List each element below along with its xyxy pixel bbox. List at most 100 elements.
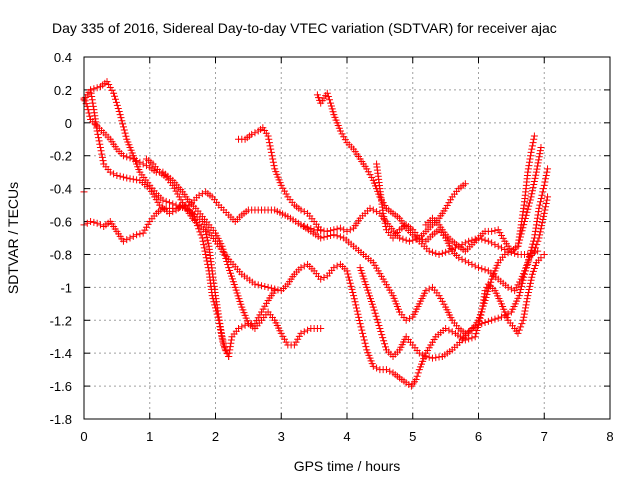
data-point: [523, 295, 531, 303]
data-point: [197, 231, 205, 239]
data-point: [465, 335, 473, 343]
data-point: [359, 329, 367, 337]
data-point: [475, 264, 482, 272]
data-point: [123, 174, 131, 182]
data-point: [369, 206, 377, 214]
data-point: [523, 298, 531, 306]
data-point: [544, 193, 552, 201]
data-point: [537, 144, 545, 151]
data-point: [544, 165, 552, 173]
data-point: [225, 352, 233, 360]
data-point: [541, 178, 549, 186]
data-point: [521, 307, 529, 315]
data-point: [488, 316, 496, 324]
data-point: [445, 199, 453, 207]
data-point: [536, 198, 544, 206]
data-markers: [80, 78, 552, 390]
data-point: [525, 256, 533, 264]
data-point: [535, 153, 543, 161]
data-point: [216, 320, 224, 328]
data-point: [447, 196, 455, 204]
data-point: [317, 234, 325, 242]
data-point: [83, 219, 91, 227]
data-point: [277, 329, 285, 337]
data-point: [353, 307, 361, 315]
data-point: [532, 244, 540, 252]
data-point: [461, 180, 469, 188]
series-track-g: [313, 89, 542, 258]
data-point: [165, 209, 173, 217]
data-point: [204, 236, 212, 244]
data-point: [123, 153, 131, 161]
data-point: [445, 326, 453, 334]
data-point: [352, 301, 360, 309]
data-point: [323, 232, 331, 240]
data-point: [527, 276, 535, 284]
data-point: [341, 136, 349, 144]
data-point: [534, 208, 542, 216]
data-point: [93, 219, 101, 227]
data-point: [482, 293, 490, 301]
data-point: [514, 329, 522, 337]
data-point: [336, 224, 344, 232]
data-point: [531, 174, 539, 182]
data-point: [378, 331, 386, 339]
data-point: [530, 237, 538, 245]
axis-ticks: 0 1 2 3 4 5 6 7 8 0.4 0.2 0 -0.2 -0.4 -0.6 -0.8 -1 -1.2 -1…: [50, 50, 614, 444]
data-point: [223, 258, 231, 266]
data-point: [271, 287, 279, 295]
data-point: [379, 334, 387, 342]
data-point: [264, 283, 272, 291]
data-point: [369, 303, 377, 311]
data-point: [461, 257, 469, 265]
data-point: [356, 320, 364, 328]
data-point: [498, 244, 506, 252]
data-point: [488, 227, 496, 235]
data-point: [200, 244, 208, 252]
data-point: [218, 333, 226, 341]
data-point: [345, 276, 353, 284]
data-point: [478, 320, 486, 328]
data-point: [512, 284, 520, 292]
data-point: [415, 349, 423, 357]
data-point: [481, 266, 489, 274]
data-point: [120, 126, 128, 134]
data-point: [535, 204, 543, 212]
data-point: [270, 162, 278, 170]
y-tick-label: 0.2: [54, 83, 72, 98]
data-point: [532, 221, 540, 229]
data-point: [269, 158, 277, 166]
data-point: [141, 226, 149, 234]
data-point: [144, 220, 152, 228]
data-point: [142, 162, 150, 170]
data-point: [88, 96, 96, 104]
x-tick-label: 3: [278, 429, 285, 444]
data-point: [294, 335, 302, 343]
data-point: [485, 284, 493, 292]
data-point: [358, 326, 366, 334]
data-point: [116, 111, 124, 119]
data-point: [432, 354, 440, 362]
data-point: [133, 157, 141, 165]
data-point: [471, 323, 479, 331]
data-point: [402, 236, 410, 244]
data-point: [129, 175, 137, 183]
data-point: [422, 352, 430, 360]
data-point: [465, 328, 473, 336]
data-point: [251, 129, 259, 137]
x-tick-label: 8: [606, 429, 613, 444]
data-point: [355, 316, 363, 324]
data-point: [382, 343, 390, 351]
y-tick-label: 0: [65, 116, 72, 131]
data-point: [540, 250, 548, 258]
data-point: [494, 226, 502, 234]
y-tick-label: 0.4: [54, 50, 72, 65]
data-point: [539, 185, 547, 193]
data-point: [371, 309, 379, 317]
data-point: [340, 133, 348, 141]
data-point: [123, 236, 131, 244]
data-point: [504, 310, 512, 318]
data-point: [471, 333, 479, 341]
data-point: [504, 283, 512, 291]
data-point: [382, 222, 390, 230]
